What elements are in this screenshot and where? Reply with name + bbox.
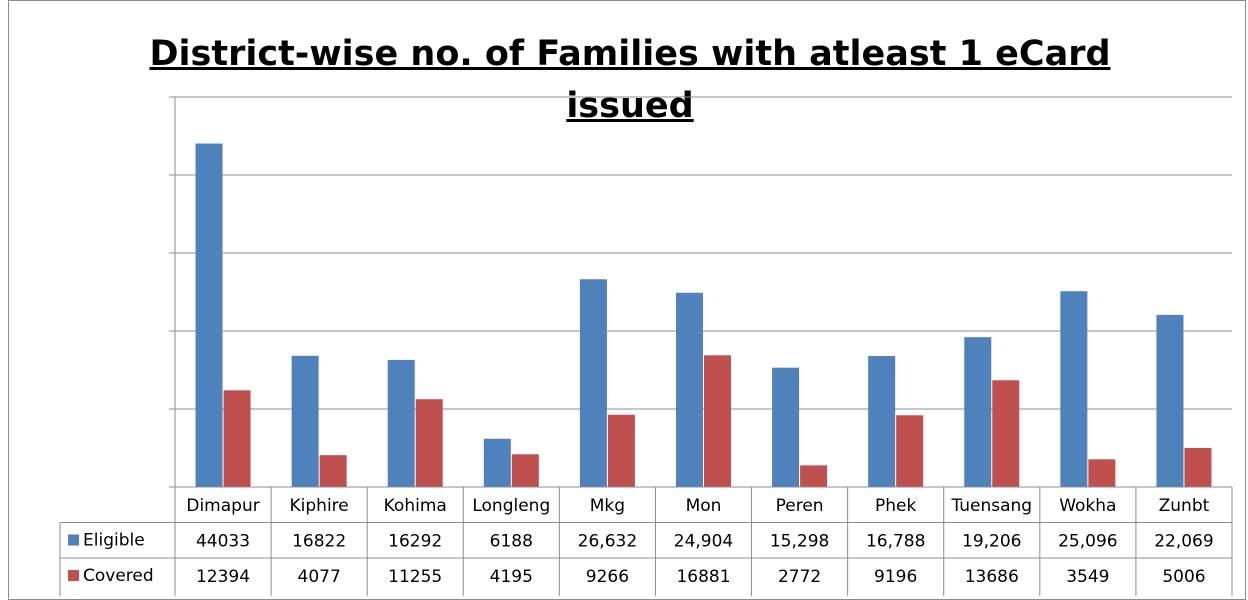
data-value-covered: 13686 (965, 567, 1019, 587)
category-label: Zunbt (1159, 496, 1210, 516)
data-value-covered: 11255 (388, 567, 442, 587)
legend-swatch-covered (68, 570, 79, 581)
bar-covered-tuensang (992, 380, 1020, 487)
category-label: Peren (776, 496, 824, 516)
category-label: Kiphire (290, 496, 349, 516)
bar-eligible-phek (868, 356, 896, 487)
legend-label-covered: Covered (83, 566, 154, 586)
bar-eligible-zunbt (1156, 314, 1184, 487)
bar-covered-phek (896, 415, 924, 487)
category-label: Longleng (472, 496, 550, 516)
data-value-eligible: 22,069 (1154, 532, 1213, 552)
bar-eligible-kiphire (291, 355, 319, 487)
category-label: Mkg (590, 496, 625, 516)
bar-eligible-longleng (483, 438, 511, 487)
category-label: Mon (686, 496, 722, 516)
data-value-covered: 4077 (298, 567, 341, 587)
data-value-eligible: 15,298 (770, 532, 829, 552)
data-value-covered: 16881 (676, 567, 730, 587)
bar-covered-dimapur (223, 390, 251, 487)
category-label: Dimapur (186, 496, 259, 516)
bar-covered-longleng (511, 454, 539, 487)
legend-swatch-eligible (68, 534, 79, 546)
data-value-eligible: 19,206 (962, 532, 1021, 552)
data-value-eligible: 16,788 (866, 532, 925, 552)
data-value-covered: 9266 (586, 567, 629, 587)
category-label: Kohima (384, 496, 447, 516)
bar-eligible-peren (772, 367, 800, 487)
data-value-covered: 5006 (1162, 567, 1205, 587)
data-value-covered: 12394 (196, 567, 250, 587)
data-value-eligible: 16822 (292, 532, 346, 552)
bar-covered-kiphire (319, 455, 347, 487)
data-value-covered: 9196 (874, 567, 917, 587)
category-label: Tuensang (950, 496, 1032, 516)
category-label: Wokha (1059, 496, 1116, 516)
data-value-eligible: 16292 (388, 532, 442, 552)
bar-covered-kohima (415, 399, 443, 487)
data-value-eligible: 6188 (490, 532, 533, 552)
bar-covered-mkg (607, 414, 635, 487)
bar-eligible-tuensang (964, 337, 992, 487)
bar-covered-wokha (1088, 459, 1116, 487)
legend-label-eligible: Eligible (83, 531, 145, 551)
data-value-covered: 2772 (778, 567, 821, 587)
data-value-eligible: 24,904 (674, 532, 733, 552)
bar-eligible-wokha (1060, 291, 1088, 487)
bar-covered-zunbt (1184, 447, 1212, 487)
data-value-covered: 4195 (490, 567, 533, 587)
bar-eligible-kohima (387, 359, 415, 487)
bar-covered-mon (704, 355, 731, 487)
data-value-eligible: 26,632 (578, 532, 637, 552)
bar-eligible-mon (676, 292, 703, 487)
data-value-eligible: 44033 (196, 532, 250, 552)
data-value-covered: 3549 (1066, 567, 1109, 587)
data-value-eligible: 25,096 (1058, 532, 1117, 552)
chart-title: District-wise no. of Families with atlea… (149, 34, 1111, 126)
bar-eligible-mkg (579, 279, 607, 487)
bar-eligible-dimapur (195, 143, 223, 487)
category-label: Phek (875, 496, 916, 516)
bar-covered-peren (800, 465, 828, 487)
